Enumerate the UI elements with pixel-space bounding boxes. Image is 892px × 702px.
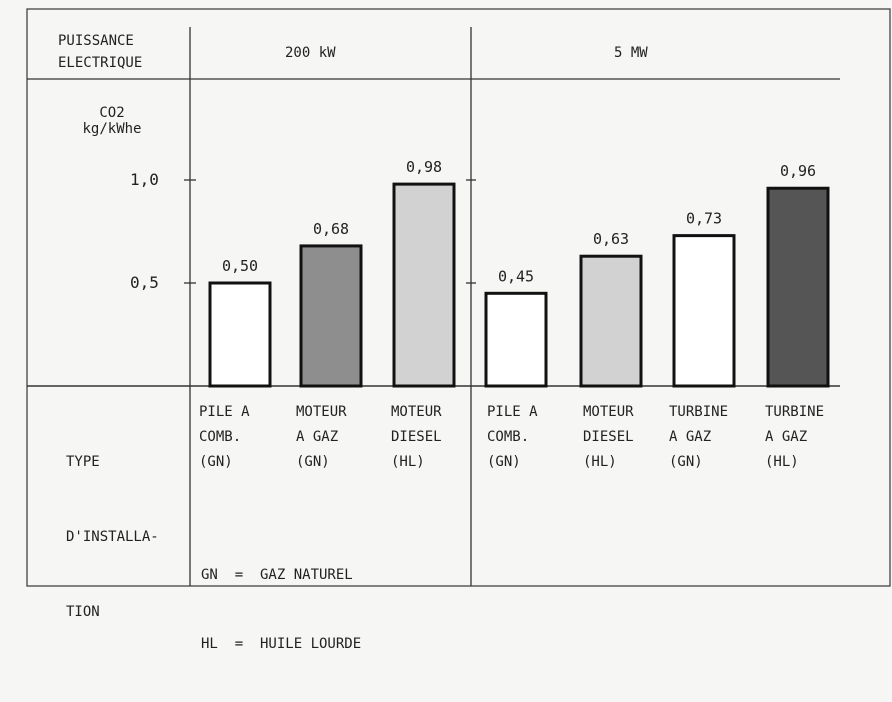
installation-type-label-line-2: D'INSTALLA-: [66, 529, 159, 545]
category-label-6: TURBINE A GAZ (GN): [669, 400, 728, 475]
bar-value-label-4: 0,45: [498, 267, 534, 285]
category-label-2-line-1: MOTEUR: [296, 404, 347, 420]
installation-type-label-line-1: TYPE: [66, 454, 100, 470]
category-label-4-line-2: COMB.: [487, 429, 530, 445]
installation-type-label-line-3: TION: [66, 604, 100, 620]
category-label-2: MOTEUR A GAZ (GN): [296, 400, 347, 475]
y-axis-label-line-1: CO2: [99, 105, 125, 121]
category-label-1-line-3: (GN): [199, 454, 233, 470]
bar-value-label-2: 0,68: [313, 220, 349, 238]
category-label-1-line-1: PILE A: [199, 404, 250, 420]
category-label-7-line-1: TURBINE: [765, 404, 825, 420]
category-label-1: PILE A COMB. (GN): [199, 400, 250, 475]
category-label-5-line-3: (HL): [583, 454, 617, 470]
bar-value-label-1: 0,50: [222, 257, 258, 275]
power-row-label-line-1: PUISSANCE: [58, 33, 134, 49]
outer-border: [26, 8, 891, 587]
bar-5: [579, 254, 643, 388]
category-label-3-line-1: MOTEUR: [391, 404, 442, 420]
bar-6: [672, 234, 736, 388]
category-label-7-line-2: A GAZ: [765, 429, 808, 445]
category-label-1-line-2: COMB.: [199, 429, 242, 445]
category-label-5-line-1: MOTEUR: [583, 404, 634, 420]
y-axis-label-line-2: kg/kWhe: [82, 121, 142, 137]
category-label-3-line-2: DIESEL: [391, 429, 442, 445]
chart-svg: 0,50 0,68 0,98 0,45 0,63 0,73 0,96: [26, 8, 891, 587]
bar-7: [766, 186, 830, 388]
category-label-4-line-3: (GN): [487, 454, 521, 470]
category-label-5: MOTEUR DIESEL (HL): [583, 400, 634, 475]
bar-value-label-6: 0,73: [686, 210, 722, 228]
bar-2: [299, 244, 363, 388]
category-label-2-line-3: (GN): [296, 454, 330, 470]
category-label-6-line-1: TURBINE: [669, 404, 729, 420]
power-row-label: PUISSANCE ELECTRIQUE: [58, 30, 142, 74]
y-axis-label: CO2 kg/kWhe: [72, 105, 152, 137]
category-label-3-line-3: (HL): [391, 454, 425, 470]
category-label-6-line-3: (GN): [669, 454, 703, 470]
group-header-5mw: 5 MW: [614, 45, 648, 61]
category-label-3: MOTEUR DIESEL (HL): [391, 400, 442, 475]
bar-value-label-7: 0,96: [780, 162, 816, 180]
category-label-2-line-2: A GAZ: [296, 429, 339, 445]
group-header-200kw: 200 kW: [285, 45, 336, 61]
bar-3: [392, 182, 456, 388]
category-label-7-line-3: (HL): [765, 454, 799, 470]
y-tick-label-1-0: 1,0: [130, 170, 159, 189]
bar-value-label-3: 0,98: [406, 158, 442, 176]
category-label-4: PILE A COMB. (GN): [487, 400, 538, 475]
bar-4: [484, 291, 548, 388]
bar-value-label-5: 0,63: [593, 230, 629, 248]
category-label-7: TURBINE A GAZ (HL): [765, 400, 824, 475]
legend-gn: GN = GAZ NATUREL: [201, 567, 353, 583]
category-label-5-line-2: DIESEL: [583, 429, 634, 445]
power-row-label-line-2: ELECTRIQUE: [58, 55, 143, 71]
chart-frame: 0,50 0,68 0,98 0,45 0,63 0,73 0,96 PUISSANCE E…: [26, 8, 891, 652]
legend: GN = GAZ NATUREL HL = HUILE LOURDE: [201, 518, 361, 702]
y-tick-label-0-5: 0,5: [130, 273, 159, 292]
category-label-4-line-1: PILE A: [487, 404, 538, 420]
category-label-6-line-2: A GAZ: [669, 429, 712, 445]
bar-1: [208, 281, 272, 388]
legend-hl: HL = HUILE LOURDE: [201, 636, 362, 652]
installation-type-label: TYPE D'INSTALLA- TION: [66, 400, 159, 675]
